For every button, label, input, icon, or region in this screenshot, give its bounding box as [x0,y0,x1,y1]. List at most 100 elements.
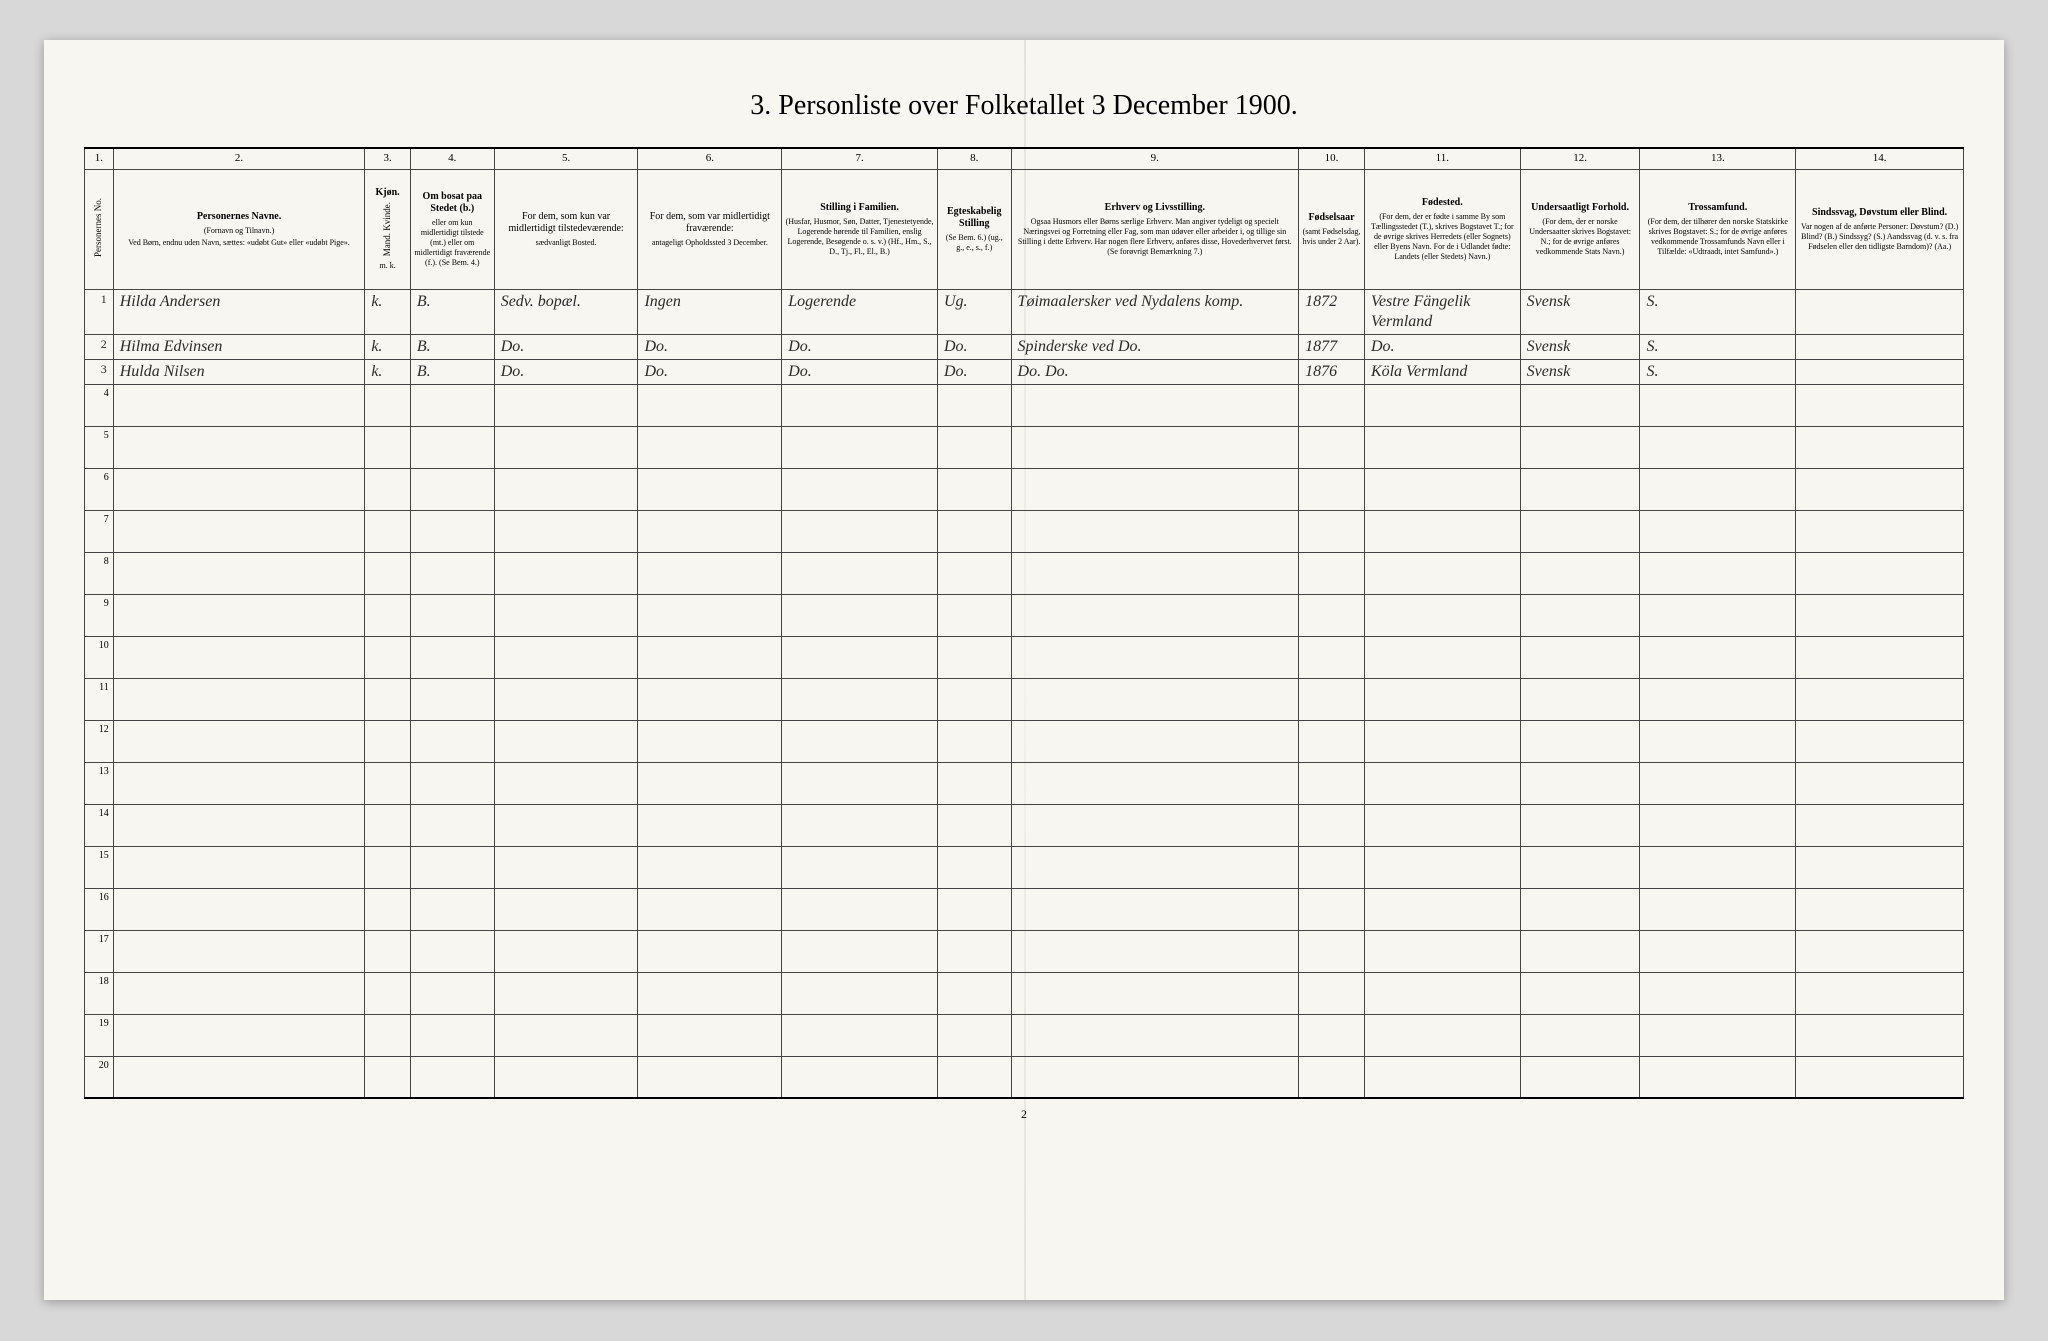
row-number: 16 [85,888,114,930]
cell-year: 1872 [1299,289,1365,334]
cell-family: Do. [782,334,938,359]
row-number: 19 [85,1014,114,1056]
cell-occupation: Do. Do. [1011,359,1299,384]
table-row: 4 [85,384,1964,426]
table-row: 14 [85,804,1964,846]
table-row: 8 [85,552,1964,594]
header-sex: Kjøn. Mand. Kvinde. m. k. [365,169,411,289]
cell-temp: Sedv. bopæl. [494,289,638,334]
colnum-5: 5. [494,148,638,169]
table-row: 7 [85,510,1964,552]
cell-residence: B. [410,359,494,384]
row-number: 10 [85,636,114,678]
cell-faith: S. [1640,334,1796,359]
table-row: 15 [85,846,1964,888]
cell-disability [1796,334,1964,359]
cell-family: Do. [782,359,938,384]
cell-temp: Do. [494,334,638,359]
row-number: 2 [85,334,114,359]
cell-subject: Svensk [1520,289,1640,334]
row-number: 9 [85,594,114,636]
cell-birthplace: Köla Vermland [1364,359,1520,384]
table-row: 11 [85,678,1964,720]
header-subject: Undersaatligt Forhold. (For dem, der er … [1520,169,1640,289]
row-number: 1 [85,289,114,334]
header-residence: Om bosat paa Stedet (b.) eller om kun mi… [410,169,494,289]
colnum-10: 10. [1299,148,1365,169]
cell-birthplace: Do. [1364,334,1520,359]
table-row: 19 [85,1014,1964,1056]
cell-marital: Ug. [937,289,1011,334]
table-row: 18 [85,972,1964,1014]
row-number: 5 [85,426,114,468]
header-temp-absent: For dem, som var midlertidigt fraværende… [638,169,782,289]
cell-year: 1877 [1299,334,1365,359]
row-number: 14 [85,804,114,846]
cell-sex: k. [365,289,411,334]
row-number: 6 [85,468,114,510]
row-number: 11 [85,678,114,720]
cell-family: Logerende [782,289,938,334]
cell-absent: Do. [638,359,782,384]
table-row: 13 [85,762,1964,804]
row-number: 8 [85,552,114,594]
table-row: 12 [85,720,1964,762]
header-disability: Sindssvag, Døvstum eller Blind. Var noge… [1796,169,1964,289]
table-row: 1Hilda Andersenk.B.Sedv. bopæl.IngenLoge… [85,289,1964,334]
column-header-row: Personernes No. Personernes Navne. (Forn… [85,169,1964,289]
colnum-11: 11. [1364,148,1520,169]
table-row: 10 [85,636,1964,678]
cell-occupation: Tøimaalersker ved Nydalens komp. [1011,289,1299,334]
colnum-1: 1. [85,148,114,169]
row-number: 15 [85,846,114,888]
row-number: 17 [85,930,114,972]
header-temp-present: For dem, som kun var midlertidigt tilste… [494,169,638,289]
census-table: 1. 2. 3. 4. 5. 6. 7. 8. 9. 10. 11. 12. 1… [84,147,1964,1099]
page-title: 3. Personliste over Folketallet 3 Decemb… [84,90,1964,122]
cell-year: 1876 [1299,359,1365,384]
table-row: 17 [85,930,1964,972]
colnum-6: 6. [638,148,782,169]
cell-sex: k. [365,334,411,359]
cell-marital: Do. [937,359,1011,384]
cell-birthplace: Vestre Fängelik Vermland [1364,289,1520,334]
cell-disability [1796,359,1964,384]
census-page: 3. Personliste over Folketallet 3 Decemb… [44,40,2004,1300]
row-number: 20 [85,1056,114,1098]
row-number: 4 [85,384,114,426]
table-row: 20 [85,1056,1964,1098]
row-number: 7 [85,510,114,552]
header-occupation: Erhverv og Livsstilling. Ogsaa Husmors e… [1011,169,1299,289]
cell-faith: S. [1640,289,1796,334]
cell-subject: Svensk [1520,334,1640,359]
header-family-position: Stilling i Familien. (Husfar, Husmor, Sø… [782,169,938,289]
colnum-12: 12. [1520,148,1640,169]
colnum-8: 8. [937,148,1011,169]
row-number: 3 [85,359,114,384]
header-marital: Egteskabelig Stilling (Se Bem. 6.) (ug.,… [937,169,1011,289]
cell-temp: Do. [494,359,638,384]
table-row: 6 [85,468,1964,510]
cell-marital: Do. [937,334,1011,359]
cell-subject: Svensk [1520,359,1640,384]
cell-residence: B. [410,289,494,334]
cell-absent: Ingen [638,289,782,334]
table-row: 3Hulda Nilsenk.B.Do.Do.Do.Do.Do. Do.1876… [85,359,1964,384]
cell-name: Hilda Andersen [113,289,365,334]
table-row: 9 [85,594,1964,636]
cell-residence: B. [410,334,494,359]
table-body: 1Hilda Andersenk.B.Sedv. bopæl.IngenLoge… [85,289,1964,1098]
colnum-7: 7. [782,148,938,169]
cell-name: Hulda Nilsen [113,359,365,384]
colnum-3: 3. [365,148,411,169]
colnum-2: 2. [113,148,365,169]
header-faith: Trossamfund. (For dem, der tilhører den … [1640,169,1796,289]
colnum-14: 14. [1796,148,1964,169]
page-number: 2 [84,1107,1964,1122]
colnum-13: 13. [1640,148,1796,169]
cell-disability [1796,289,1964,334]
colnum-9: 9. [1011,148,1299,169]
row-number: 18 [85,972,114,1014]
header-name: Personernes Navne. (Fornavn og Tilnavn.)… [113,169,365,289]
row-number: 13 [85,762,114,804]
